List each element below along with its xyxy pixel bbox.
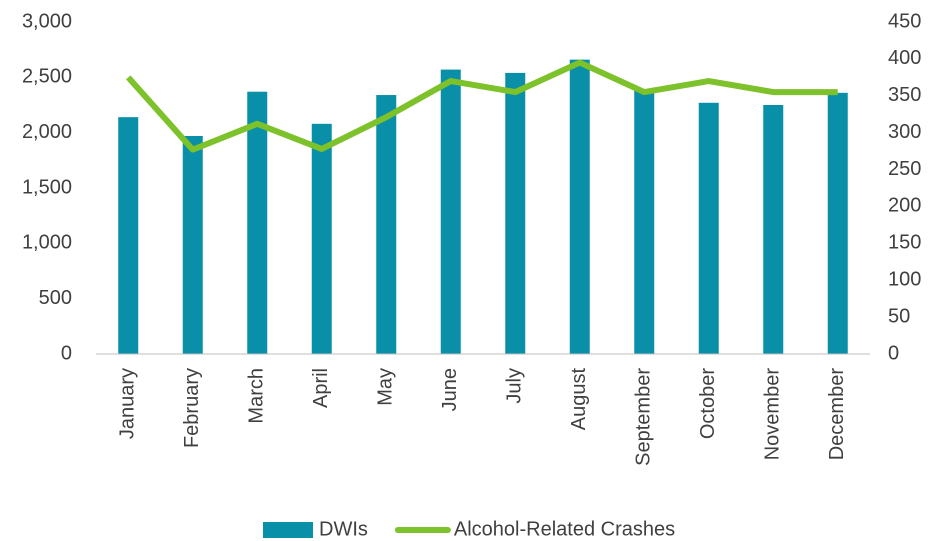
bar [440,69,461,354]
y2-tick-label: 150 [888,232,921,254]
y2-tick-label: 200 [888,195,921,217]
x-tick-label: September [633,368,655,466]
bar [247,91,268,354]
bar [763,105,784,354]
y2-tick-label: 400 [888,47,921,69]
y2-tick-label: 450 [888,10,921,32]
y-tick-label: 2,500 [22,66,72,88]
line [126,59,838,153]
y2-tick-label: 100 [888,269,921,291]
x-tick-label: April [310,368,332,408]
bar [827,92,848,355]
y-tick-label: 0 [61,342,72,364]
x-tick-label: October [697,368,719,439]
bar [569,59,590,354]
bar [311,123,332,355]
legend-label: DWIs [319,518,368,540]
y2-tick-label: 0 [888,342,899,364]
x-tick-label: December [826,368,848,461]
legend-swatch [263,522,313,538]
y-tick-label: 1,500 [22,176,72,198]
y2-tick-label: 350 [888,84,921,106]
y-tick-label: 500 [39,287,72,309]
legend-label: Alcohol-Related Crashes [454,518,675,540]
y2-tick-label: 50 [888,305,910,327]
bar [376,95,397,354]
y2-tick-label: 300 [888,121,921,143]
bar [505,72,526,354]
x-tick-label: January [117,368,139,439]
x-tick-label: November [762,368,784,461]
bar [634,90,655,354]
bar [118,117,139,354]
bar [698,102,719,354]
x-tick-label: July [504,368,526,404]
y-tick-label: 2,000 [22,121,72,143]
x-tick-label: March [246,368,268,424]
x-tick-label: February [181,368,203,448]
bar [182,135,203,354]
x-tick-label: May [375,368,397,406]
y2-tick-label: 250 [888,158,921,180]
x-tick-label: August [568,368,590,431]
y-tick-label: 1,000 [22,232,72,254]
x-tick-label: June [439,368,461,411]
y-tick-label: 3,000 [22,10,72,32]
